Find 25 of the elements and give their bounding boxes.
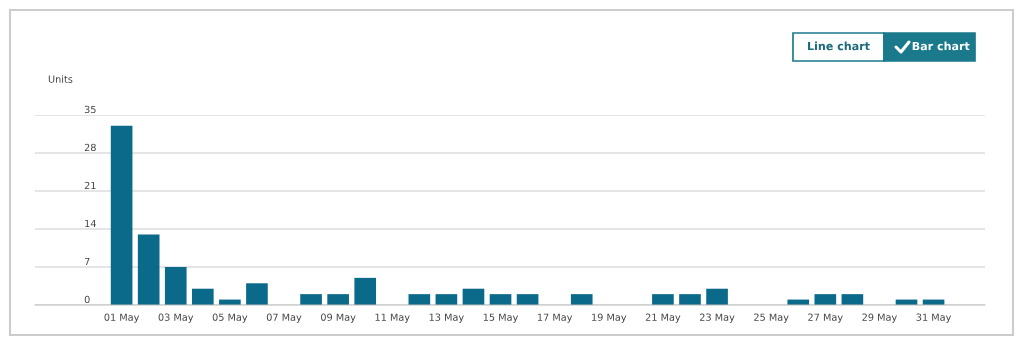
y-axis-title: Units xyxy=(48,75,73,83)
x-tick-label: 19 May xyxy=(592,313,627,323)
y-tick-label: 28 xyxy=(84,143,96,152)
x-tick-label: 07 May xyxy=(266,313,302,323)
x-tick-label: 25 May xyxy=(754,313,789,323)
x-tick-label: 31 May xyxy=(916,313,952,323)
x-tick-label: 27 May xyxy=(808,313,843,323)
text: Bar chart xyxy=(912,41,970,51)
x-tick-label: 11 May xyxy=(375,313,410,323)
y-tick-label: 14 xyxy=(85,219,96,227)
y-tick-label: 0 xyxy=(84,295,90,304)
x-tick-label: 29 May xyxy=(862,313,897,323)
x-tick-label: 21 May xyxy=(645,313,681,323)
y-tick-label: 7 xyxy=(84,257,90,265)
x-tick-label: 17 May xyxy=(537,313,573,323)
x-tick-label: 13 May xyxy=(429,313,464,323)
y-tick-label: 35 xyxy=(84,105,96,114)
x-tick-label: 15 May xyxy=(483,313,519,323)
x-tick-label: 23 May xyxy=(699,313,735,323)
x-tick-label: 01 May xyxy=(104,313,140,323)
x-tick-label: 05 May xyxy=(212,313,248,323)
text: Line chart xyxy=(808,41,870,51)
x-tick-label: 09 May xyxy=(320,313,356,323)
y-tick-label: 21 xyxy=(84,181,96,189)
x-tick-label: 03 May xyxy=(158,313,194,323)
